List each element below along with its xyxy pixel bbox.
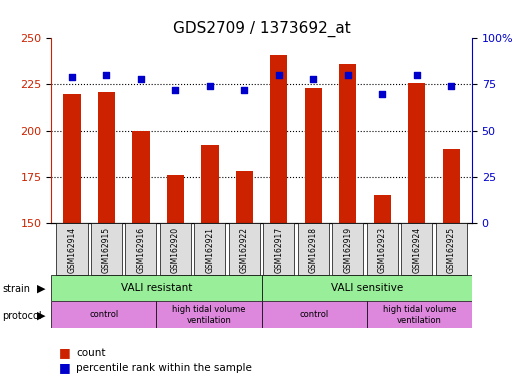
Bar [201,145,219,384]
Point [68,74,76,80]
Point [275,72,283,78]
Text: percentile rank within the sample: percentile rank within the sample [76,363,252,373]
Bar [270,55,287,384]
Point [412,72,421,78]
Point [103,72,111,78]
FancyBboxPatch shape [91,223,122,275]
FancyBboxPatch shape [56,223,88,275]
Bar [132,131,150,384]
Text: GSM162918: GSM162918 [309,227,318,273]
Point [171,87,180,93]
Bar [339,64,357,384]
Point [240,87,248,93]
Text: ■: ■ [59,346,71,359]
FancyBboxPatch shape [126,223,156,275]
Point [344,72,352,78]
Point [378,91,386,97]
Text: count: count [76,348,106,358]
Text: GSM162925: GSM162925 [447,227,456,273]
FancyBboxPatch shape [156,301,262,328]
FancyBboxPatch shape [263,223,294,275]
Text: GSM162922: GSM162922 [240,227,249,273]
Bar [167,175,184,384]
FancyBboxPatch shape [262,275,472,301]
Text: GSM162915: GSM162915 [102,227,111,273]
Bar [305,88,322,384]
Text: GSM162920: GSM162920 [171,227,180,273]
FancyBboxPatch shape [436,223,467,275]
FancyBboxPatch shape [298,223,329,275]
Bar [64,94,81,384]
Bar [408,83,425,384]
Text: GSM162921: GSM162921 [205,227,214,273]
Text: high tidal volume
ventilation: high tidal volume ventilation [383,305,456,324]
FancyBboxPatch shape [367,301,472,328]
Text: ▶: ▶ [37,311,46,321]
FancyBboxPatch shape [194,223,225,275]
FancyBboxPatch shape [367,223,398,275]
Text: control: control [89,310,119,319]
Bar [236,171,253,384]
Point [206,83,214,89]
Text: strain: strain [3,284,31,294]
FancyBboxPatch shape [262,301,367,328]
FancyBboxPatch shape [51,301,156,328]
Point [309,76,318,82]
Text: GSM162923: GSM162923 [378,227,387,273]
Text: GSM162924: GSM162924 [412,227,421,273]
Point [137,76,145,82]
Text: ▶: ▶ [37,284,46,294]
Bar [443,149,460,384]
Text: protocol: protocol [3,311,42,321]
Text: ■: ■ [59,361,71,374]
Text: VALI sensitive: VALI sensitive [331,283,403,293]
FancyBboxPatch shape [401,223,432,275]
FancyBboxPatch shape [160,223,191,275]
Text: GSM162917: GSM162917 [274,227,283,273]
Text: GSM162914: GSM162914 [68,227,76,273]
Bar [373,195,391,384]
Title: GDS2709 / 1373692_at: GDS2709 / 1373692_at [173,21,350,37]
FancyBboxPatch shape [51,275,262,301]
FancyBboxPatch shape [332,223,363,275]
Text: GSM162919: GSM162919 [343,227,352,273]
Text: control: control [300,310,329,319]
FancyBboxPatch shape [229,223,260,275]
Bar [98,92,115,384]
Point [447,83,456,89]
Text: high tidal volume
ventilation: high tidal volume ventilation [172,305,246,324]
Text: VALI resistant: VALI resistant [121,283,192,293]
Text: GSM162916: GSM162916 [136,227,146,273]
